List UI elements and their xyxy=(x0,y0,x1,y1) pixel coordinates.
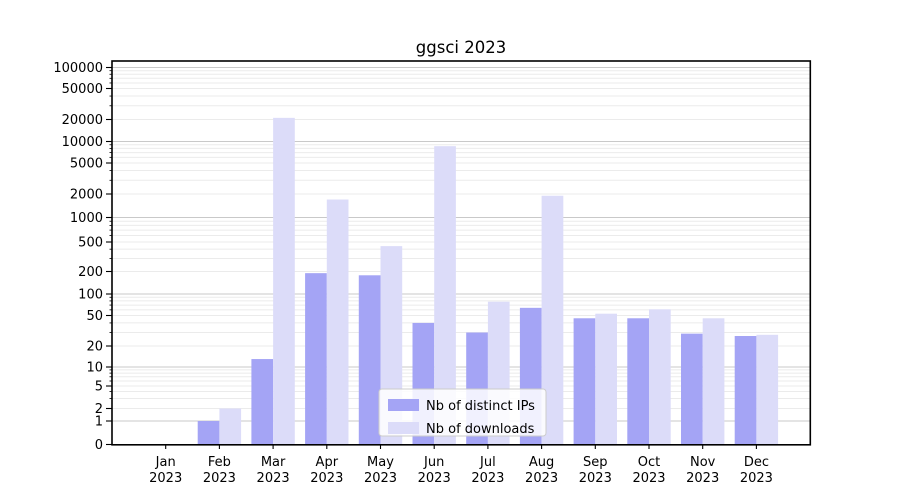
legend: Nb of distinct IPs Nb of downloads xyxy=(378,388,547,437)
x-tick-label-month: Nov xyxy=(690,455,716,470)
bar-nb-of-distinct-ips-oct xyxy=(627,318,649,445)
y-tick-label: 1000 xyxy=(70,211,103,226)
y-tick-label: 100000 xyxy=(53,61,103,76)
x-tick-label-year: 2023 xyxy=(149,471,182,486)
bar-nb-of-downloads-sep xyxy=(595,313,617,445)
x-tick-label-month: Jun xyxy=(423,455,444,470)
y-tick-label: 5 xyxy=(95,380,103,395)
x-tick-label-year: 2023 xyxy=(579,471,612,486)
x-tick-label-year: 2023 xyxy=(471,471,504,486)
chart-title: ggsci 2023 xyxy=(416,38,506,57)
y-tick-label: 20000 xyxy=(62,113,103,128)
bar-nb-of-downloads-dec xyxy=(756,334,779,445)
y-axis-ticks: 1000005000020000100005000200010005002001… xyxy=(53,61,112,453)
x-tick-label-year: 2023 xyxy=(740,471,773,486)
bar-nb-of-downloads-feb xyxy=(219,408,242,445)
x-tick-label-month: May xyxy=(367,455,394,470)
bars xyxy=(197,117,779,445)
y-tick-label: 50000 xyxy=(62,82,103,97)
x-tick-label-year: 2023 xyxy=(310,471,343,486)
y-tick-label: 50 xyxy=(86,309,103,324)
legend-label-distinct-ips: Nb of distinct IPs xyxy=(426,399,535,414)
y-tick-label: 2000 xyxy=(70,188,103,203)
x-tick-label-year: 2023 xyxy=(364,471,397,486)
y-tick-label: 20 xyxy=(86,340,103,355)
bar-nb-of-distinct-ips-may xyxy=(358,275,381,445)
y-tick-label: 200 xyxy=(78,265,103,280)
bar-nb-of-distinct-ips-apr xyxy=(305,273,327,445)
x-axis-ticks: Jan2023Feb2023Mar2023Apr2023May2023Jun20… xyxy=(149,444,773,486)
x-tick-label-month: Dec xyxy=(744,455,769,470)
legend-label-downloads: Nb of downloads xyxy=(426,422,535,437)
x-tick-label-month: Oct xyxy=(638,455,660,470)
bar-nb-of-downloads-oct xyxy=(649,309,671,445)
bar-nb-of-downloads-aug xyxy=(541,195,564,445)
y-tick-label: 0 xyxy=(95,438,103,453)
legend-swatch-distinct-ips xyxy=(388,399,419,411)
bar-nb-of-downloads-jun xyxy=(434,146,456,445)
bar-nb-of-downloads-nov xyxy=(702,318,725,445)
bar-nb-of-distinct-ips-nov xyxy=(681,333,703,445)
y-tick-label: 1 xyxy=(95,415,103,430)
x-tick-label-year: 2023 xyxy=(257,471,290,486)
y-tick-label: 10 xyxy=(86,361,103,376)
x-tick-label-year: 2023 xyxy=(686,471,719,486)
x-tick-label-month: Mar xyxy=(261,455,286,470)
bar-nb-of-distinct-ips-sep xyxy=(573,318,596,445)
x-tick-label-month: Sep xyxy=(583,455,608,470)
y-tick-label: 100 xyxy=(78,288,103,303)
x-tick-label-year: 2023 xyxy=(418,471,451,486)
x-tick-label-month: Jan xyxy=(155,455,176,470)
legend-box xyxy=(378,388,547,437)
bar-nb-of-distinct-ips-feb xyxy=(197,421,220,445)
x-tick-label-month: Jul xyxy=(479,455,496,470)
bar-nb-of-downloads-mar xyxy=(273,117,295,445)
legend-swatch-downloads xyxy=(388,422,419,434)
bar-nb-of-distinct-ips-mar xyxy=(251,359,274,445)
x-tick-label-month: Apr xyxy=(316,455,339,470)
y-tick-label: 5000 xyxy=(70,157,103,172)
y-tick-label: 2 xyxy=(95,402,103,417)
bar-nb-of-distinct-ips-dec xyxy=(734,336,757,445)
y-tick-label: 500 xyxy=(78,236,103,251)
x-tick-label-month: Feb xyxy=(208,455,231,470)
plot-frame xyxy=(111,60,812,446)
x-tick-label-month: Aug xyxy=(529,455,554,470)
x-tick-label-year: 2023 xyxy=(525,471,558,486)
x-tick-label-year: 2023 xyxy=(203,471,236,486)
x-tick-label-year: 2023 xyxy=(632,471,665,486)
bar-nb-of-downloads-apr xyxy=(326,199,349,445)
gridlines xyxy=(112,66,811,422)
y-tick-label: 10000 xyxy=(62,135,103,150)
